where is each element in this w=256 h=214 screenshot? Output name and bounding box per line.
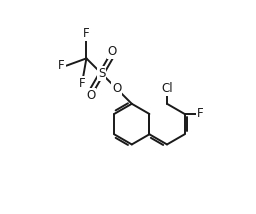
Text: F: F [58, 59, 65, 72]
Text: O: O [86, 89, 95, 103]
Text: Cl: Cl [161, 82, 173, 95]
Text: O: O [112, 82, 121, 95]
Text: F: F [79, 77, 86, 90]
Text: F: F [197, 107, 204, 120]
Text: S: S [98, 67, 105, 80]
Text: F: F [83, 27, 90, 40]
Text: O: O [108, 45, 117, 58]
